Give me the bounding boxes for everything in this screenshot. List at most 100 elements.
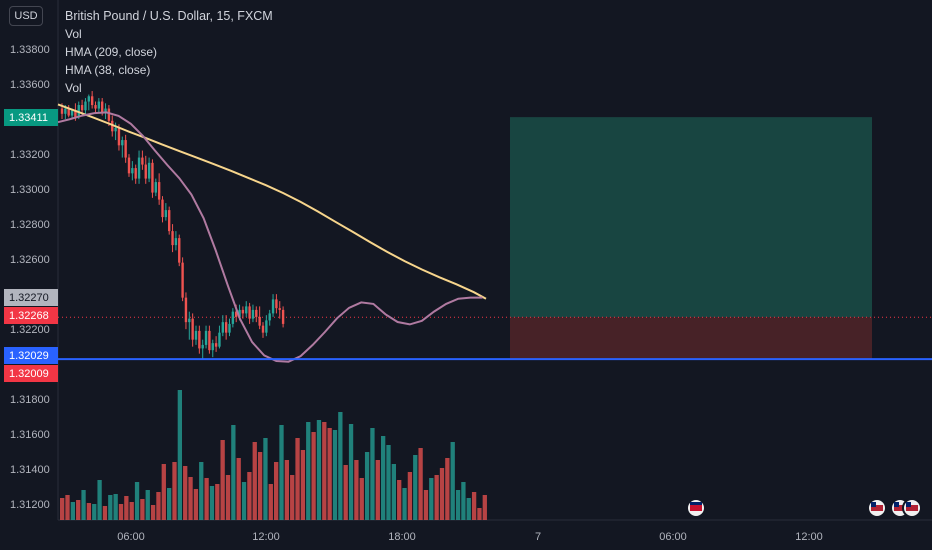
- flag-canton: [871, 502, 876, 507]
- candle-body: [181, 262, 184, 298]
- candle-body: [224, 322, 228, 333]
- volume-bar: [327, 428, 332, 520]
- volume-bar: [274, 462, 279, 520]
- price-badge-label: 1.32270: [9, 292, 49, 304]
- flag-stripe: [906, 505, 918, 511]
- volume-bar: [477, 508, 482, 520]
- candle-body: [164, 210, 168, 218]
- volume-bar: [70, 502, 75, 520]
- candle-body: [184, 297, 188, 323]
- volume-bar: [370, 428, 375, 520]
- candle-body: [268, 313, 271, 321]
- price-tick-label: 1.32800: [10, 219, 50, 231]
- candle-body: [265, 320, 268, 333]
- volume-bar: [81, 490, 86, 520]
- volume-bar: [471, 492, 477, 520]
- volume-bar: [402, 488, 407, 520]
- price-tick-label: 1.33800: [10, 44, 50, 56]
- flag-canton: [894, 502, 899, 507]
- candle-body: [238, 309, 241, 317]
- candle-body: [261, 325, 265, 333]
- volume-bar: [429, 478, 434, 520]
- time-tick-label: 18:00: [388, 531, 416, 543]
- us-flag-icon: [902, 498, 922, 518]
- indicator-hma-38[interactable]: HMA (38, close): [65, 63, 151, 77]
- indicator-vol-2[interactable]: Vol: [65, 81, 82, 95]
- volume-bar: [161, 464, 166, 520]
- volume-bar: [220, 440, 225, 520]
- volume-bar: [397, 480, 402, 520]
- candle-body: [127, 157, 131, 174]
- price-tick-label: 1.31200: [10, 499, 50, 511]
- candle-body: [275, 299, 278, 309]
- flag-stripe: [871, 505, 883, 511]
- volume-bar: [172, 462, 177, 520]
- candle-body: [235, 311, 238, 317]
- price-badge-bg: [4, 365, 58, 382]
- volume-bar: [306, 422, 311, 520]
- volume-bar: [455, 490, 461, 520]
- flag-canton: [690, 502, 702, 505]
- time-tick-label: 12:00: [252, 531, 280, 543]
- chart-legend: British Pound / U.S. Dollar, 15, FXCM Vo…: [65, 7, 273, 97]
- candle-body: [90, 96, 94, 106]
- volume-bar: [97, 480, 102, 520]
- volume-bar: [156, 492, 161, 520]
- volume-bar: [268, 484, 273, 520]
- volume-bar: [386, 445, 391, 520]
- flag-stripe: [894, 505, 906, 511]
- volume-bar: [418, 448, 423, 520]
- volume-bar: [231, 425, 236, 520]
- candle-body: [144, 164, 147, 179]
- volume-bar: [247, 472, 252, 520]
- price-tick-label: 1.33600: [10, 79, 50, 91]
- volume-bar: [215, 484, 220, 520]
- symbol-title[interactable]: British Pound / U.S. Dollar, 15, FXCM: [65, 9, 273, 23]
- volume-bar: [177, 390, 182, 520]
- volume-bar: [183, 466, 188, 520]
- time-tick-label: 7: [535, 531, 541, 543]
- stop-zone: [510, 317, 872, 360]
- price-badge-bg: [4, 347, 58, 364]
- indicator-vol[interactable]: Vol: [65, 27, 82, 41]
- candle-body: [278, 308, 281, 310]
- price-badge: 1.32009: [4, 365, 58, 382]
- price-tick-label: 1.31600: [10, 429, 50, 441]
- candle-body: [137, 157, 141, 179]
- volume-bar: [252, 442, 257, 520]
- volume-bar: [241, 482, 247, 520]
- candle-body: [194, 330, 198, 340]
- candle-body: [168, 210, 171, 232]
- candle-body: [228, 323, 231, 333]
- volume-bar: [295, 438, 300, 520]
- volume-bar: [86, 503, 92, 520]
- volume-bar: [204, 478, 209, 520]
- candle-body: [258, 316, 261, 326]
- price-badge: 1.33411: [4, 109, 58, 126]
- candle-body: [188, 318, 191, 323]
- candle-body: [70, 110, 74, 116]
- candle-body: [171, 231, 174, 246]
- volume-bar: [434, 475, 439, 520]
- candle-body: [84, 101, 87, 111]
- currency-button[interactable]: USD: [9, 6, 43, 26]
- volume-bar: [124, 496, 129, 520]
- candle-body: [251, 309, 255, 319]
- candle-body: [248, 306, 251, 319]
- price-badge-bg: [4, 109, 58, 126]
- price-tick-label: 1.33200: [10, 149, 50, 161]
- volume-bar: [188, 477, 193, 520]
- candle-body: [281, 309, 285, 324]
- indicator-hma-209[interactable]: HMA (209, close): [65, 45, 158, 59]
- candle-body: [271, 299, 275, 314]
- volume-bar: [236, 458, 241, 520]
- price-badge-label: 1.32268: [9, 310, 49, 322]
- candle-body: [178, 238, 181, 263]
- candle-body: [211, 343, 214, 351]
- volume-bar: [145, 490, 150, 520]
- volume-bar: [167, 488, 172, 520]
- volume-bar: [445, 458, 450, 520]
- candle-body: [121, 140, 124, 146]
- candle-body: [154, 182, 157, 193]
